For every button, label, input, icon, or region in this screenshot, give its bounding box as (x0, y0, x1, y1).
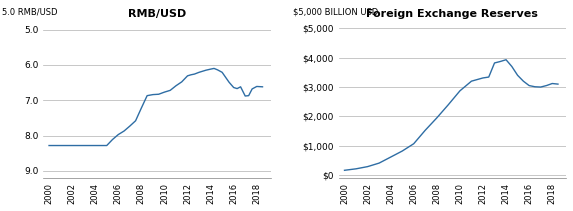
Title: RMB/USD: RMB/USD (128, 9, 186, 19)
Title: Foreign Exchange Reserves: Foreign Exchange Reserves (367, 9, 539, 19)
Text: 5.0 RMB/USD: 5.0 RMB/USD (2, 7, 58, 16)
Text: $5,000 BILLION USD: $5,000 BILLION USD (293, 7, 379, 16)
